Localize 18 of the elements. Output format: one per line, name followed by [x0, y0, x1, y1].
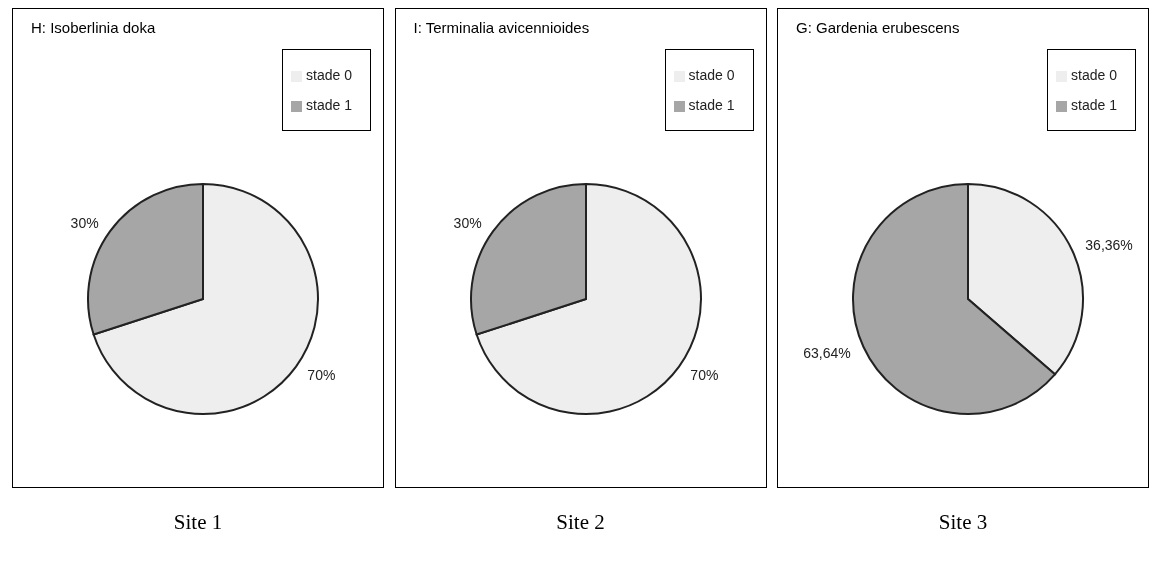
chart-title: G: Gardenia erubescens: [796, 19, 960, 36]
data-label: 30%: [70, 215, 99, 232]
text: Site 3: [938, 510, 988, 535]
legend-label: stade 0: [306, 67, 352, 83]
data-label: 70%: [307, 366, 336, 383]
legend-label: stade 1: [306, 97, 352, 113]
data-label: 63,64%: [803, 344, 851, 361]
legend-label: stade 1: [1071, 97, 1117, 113]
chart-title: H: Isoberlinia doka: [31, 19, 156, 36]
legend-label: stade 0: [1071, 67, 1117, 83]
text: Site 1: [173, 510, 223, 535]
data-label: 30%: [453, 215, 482, 232]
data-label: 36,36%: [1085, 237, 1133, 254]
legend-label: stade 1: [688, 97, 735, 113]
text: Site 2: [556, 510, 605, 535]
legend-label: stade 0: [688, 67, 735, 83]
data-label: 70%: [689, 366, 718, 383]
chart-title: I: Terminalia avicennioides: [413, 19, 590, 36]
